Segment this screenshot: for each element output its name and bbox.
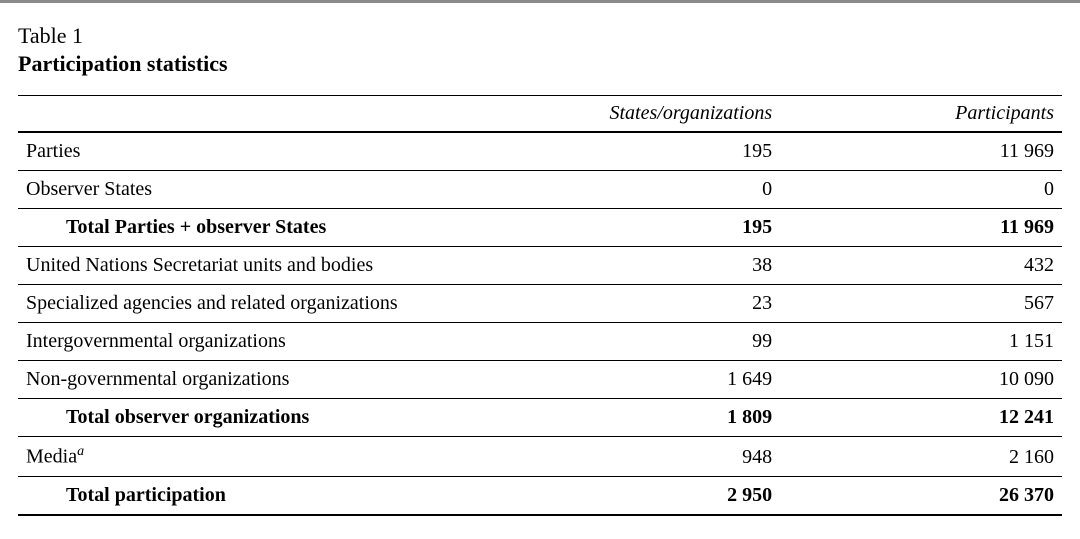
row-label: Mediaa: [18, 437, 498, 477]
row-label: Total observer organizations: [18, 399, 498, 437]
row-participants: 12 241: [780, 399, 1062, 437]
row-participants: 10 090: [780, 361, 1062, 399]
row-participants: 1 151: [780, 323, 1062, 361]
table-row: Total participation2 95026 370: [18, 476, 1062, 515]
row-states-orgs: 1 809: [498, 399, 780, 437]
table-row: Mediaa9482 160: [18, 437, 1062, 477]
row-label: Parties: [18, 132, 498, 171]
table-header-row: States/organizations Participants: [18, 96, 1062, 133]
row-states-orgs: 948: [498, 437, 780, 477]
participation-table: States/organizations Participants Partie…: [18, 95, 1062, 516]
row-label: Total participation: [18, 476, 498, 515]
table-title: Participation statistics: [18, 51, 1062, 77]
table-row: Total observer organizations1 80912 241: [18, 399, 1062, 437]
row-participants: 0: [780, 171, 1062, 209]
row-participants: 26 370: [780, 476, 1062, 515]
table-container: Table 1 Participation statistics States/…: [0, 0, 1080, 539]
table-row: United Nations Secretariat units and bod…: [18, 247, 1062, 285]
row-states-orgs: 195: [498, 209, 780, 247]
row-participants: 567: [780, 285, 1062, 323]
footnote-marker: a: [77, 444, 84, 459]
table-body: Parties19511 969Observer States00Total P…: [18, 132, 1062, 515]
row-states-orgs: 23: [498, 285, 780, 323]
table-number: Table 1: [18, 23, 1062, 49]
row-states-orgs: 38: [498, 247, 780, 285]
row-states-orgs: 1 649: [498, 361, 780, 399]
row-label: Intergovernmental organizations: [18, 323, 498, 361]
table-row: Specialized agencies and related organiz…: [18, 285, 1062, 323]
row-states-orgs: 0: [498, 171, 780, 209]
row-label: Total Parties + observer States: [18, 209, 498, 247]
row-states-orgs: 2 950: [498, 476, 780, 515]
table-row: Non-governmental organizations1 64910 09…: [18, 361, 1062, 399]
row-label: Non-governmental organizations: [18, 361, 498, 399]
row-label: United Nations Secretariat units and bod…: [18, 247, 498, 285]
col-header-participants: Participants: [780, 96, 1062, 133]
row-states-orgs: 195: [498, 132, 780, 171]
row-participants: 432: [780, 247, 1062, 285]
table-row: Observer States00: [18, 171, 1062, 209]
row-label: Observer States: [18, 171, 498, 209]
col-header-label: [18, 96, 498, 133]
row-participants: 11 969: [780, 209, 1062, 247]
table-row: Intergovernmental organizations991 151: [18, 323, 1062, 361]
table-row: Total Parties + observer States19511 969: [18, 209, 1062, 247]
row-label: Specialized agencies and related organiz…: [18, 285, 498, 323]
row-participants: 11 969: [780, 132, 1062, 171]
row-participants: 2 160: [780, 437, 1062, 477]
row-states-orgs: 99: [498, 323, 780, 361]
table-row: Parties19511 969: [18, 132, 1062, 171]
col-header-states-orgs: States/organizations: [498, 96, 780, 133]
